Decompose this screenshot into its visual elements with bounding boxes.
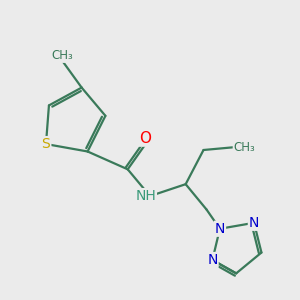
Text: O: O (140, 130, 152, 146)
Text: S: S (42, 137, 50, 151)
Text: CH₃: CH₃ (51, 49, 73, 62)
Text: CH₃: CH₃ (234, 140, 255, 154)
Text: N: N (215, 222, 225, 236)
Text: N: N (249, 216, 259, 230)
Text: NH: NH (135, 189, 156, 203)
Text: N: N (207, 253, 218, 267)
